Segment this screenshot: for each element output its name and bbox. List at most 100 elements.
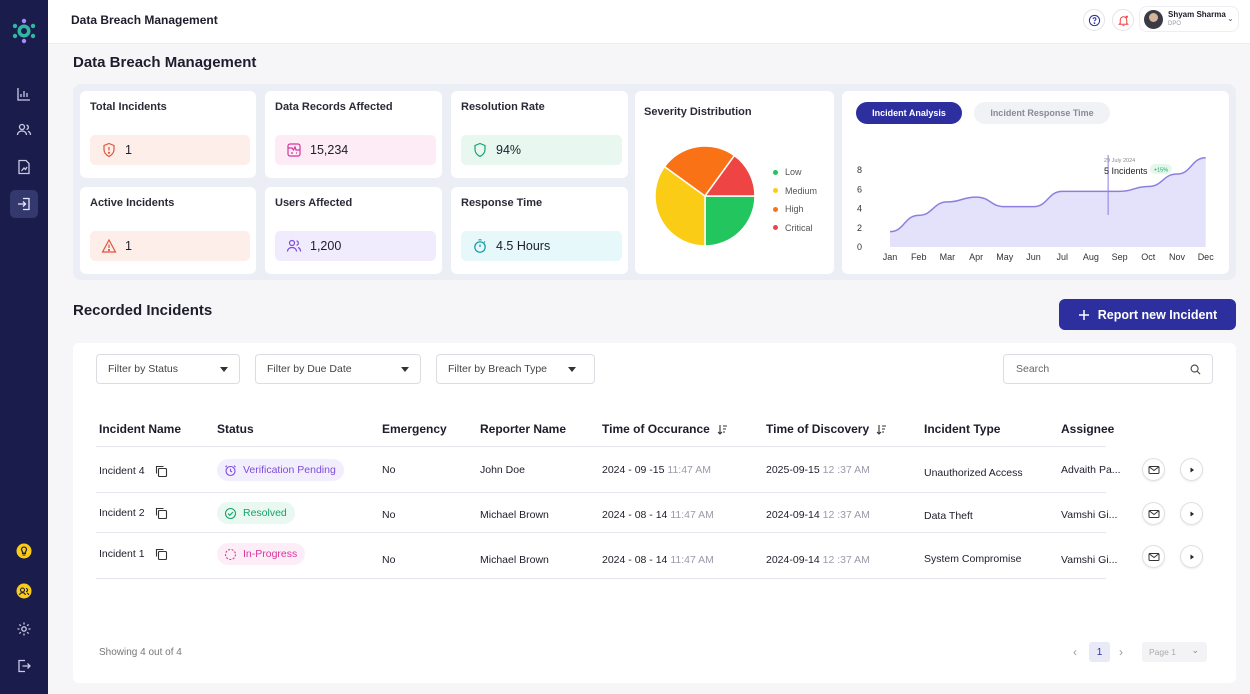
- tooltip-value: 5 Incidents: [1104, 166, 1148, 176]
- x-tick-label: Aug: [1083, 252, 1099, 262]
- page-select[interactable]: Page 1 ⌄: [1142, 642, 1207, 662]
- table-row: Incident 2: [99, 506, 168, 520]
- stat-value-pill: 15,234: [275, 135, 436, 165]
- tab-incident-response-time[interactable]: Incident Response Time: [974, 102, 1110, 124]
- occurance-cell: 2024 - 08 - 14 11:47 AM: [602, 509, 714, 521]
- stats-section: Total Incidents 1 Data Records Affected …: [73, 84, 1236, 280]
- occurance-time: 11:47 AM: [670, 509, 714, 521]
- occurance-time: 11:47 AM: [670, 554, 714, 566]
- filter-due-date-dropdown[interactable]: Filter by Due Date: [255, 354, 421, 384]
- chevron-left-icon[interactable]: ‹: [1073, 645, 1077, 659]
- emergency-value: No: [382, 554, 396, 566]
- page-number-current[interactable]: 1: [1089, 642, 1110, 662]
- stat-value-pill: 4.5 Hours: [461, 231, 622, 261]
- status-badge: In-Progress: [217, 543, 306, 565]
- open-incident-button[interactable]: [1180, 458, 1203, 481]
- divider: [96, 492, 1106, 493]
- shield-icon: [474, 142, 486, 158]
- chevron-down-icon: ⌄: [1227, 14, 1234, 23]
- records-affected-card: Data Records Affected 15,234: [265, 91, 442, 178]
- copy-icon[interactable]: [154, 506, 168, 520]
- status-label: In-Progress: [243, 548, 298, 560]
- report-new-incident-button[interactable]: Report new Incident: [1059, 299, 1236, 330]
- incident-area-chart: 0 2 4 6 8 Jan Feb Mar Apr May Jun Jul Aug Sep Oct Nov De…: [857, 155, 1214, 262]
- email-button[interactable]: [1142, 502, 1165, 525]
- discovery-date: 2024-09-14: [766, 554, 820, 566]
- emergency-value: No: [382, 464, 396, 476]
- reporter-name: Michael Brown: [480, 509, 549, 521]
- search-placeholder: Search: [1016, 363, 1050, 375]
- column-header-discovery[interactable]: Time of Discovery: [766, 422, 887, 436]
- email-button[interactable]: [1142, 545, 1165, 568]
- user-menu[interactable]: Shyam Sharma DPO ⌄: [1139, 6, 1239, 32]
- open-incident-button[interactable]: [1180, 545, 1203, 568]
- open-incident-button[interactable]: [1180, 502, 1203, 525]
- status-label: Resolved: [243, 507, 287, 519]
- search-input[interactable]: Search: [1003, 354, 1213, 384]
- settings-icon[interactable]: [12, 617, 36, 641]
- x-tick-label: Nov: [1169, 252, 1186, 262]
- recorded-incidents-title: Recorded Incidents: [73, 302, 213, 319]
- y-tick-label: 8: [857, 165, 862, 175]
- chevron-right-icon[interactable]: ›: [1119, 645, 1123, 659]
- users-affected-card: Users Affected 1,200: [265, 187, 442, 274]
- status-badge: Verification Pending: [217, 459, 344, 481]
- incident-type: System Compromise: [924, 553, 1022, 565]
- plus-icon: [1078, 309, 1089, 320]
- logout-icon[interactable]: [12, 654, 36, 678]
- discovery-date: 2025-09-15: [766, 464, 820, 476]
- document-chart-icon[interactable]: [12, 155, 36, 179]
- support-icon[interactable]: [12, 579, 36, 603]
- incident-analysis-card: Incident Analysis Incident Response Time…: [842, 91, 1229, 274]
- discovery-cell: 2025-09-15 12 :37 AM: [766, 464, 870, 476]
- copy-icon[interactable]: [154, 547, 168, 561]
- stat-value: 1: [125, 239, 132, 253]
- filter-status-dropdown[interactable]: Filter by Status: [96, 354, 240, 384]
- divider: [96, 532, 1106, 533]
- copy-icon[interactable]: [154, 464, 168, 478]
- pie-slice-medium: [654, 165, 706, 247]
- mail-icon: [1148, 552, 1159, 561]
- topbar-title: Data Breach Management: [71, 13, 218, 27]
- tab-incident-analysis[interactable]: Incident Analysis: [856, 102, 962, 124]
- legend-item-critical: Critical: [773, 219, 817, 238]
- filter-breach-type-dropdown[interactable]: Filter by Breach Type: [436, 354, 595, 384]
- email-button[interactable]: [1142, 458, 1165, 481]
- y-tick-label: 2: [857, 223, 862, 233]
- stat-value-pill: 1: [90, 231, 250, 261]
- assignee-name: Vamshi Gi...: [1061, 509, 1118, 521]
- users-icon[interactable]: [12, 118, 36, 142]
- incident-type: Unauthorized Access: [924, 467, 1023, 479]
- stat-value: 15,234: [310, 143, 349, 157]
- y-tick-label: 6: [857, 184, 862, 194]
- tooltip-change-badge: [1150, 164, 1172, 174]
- stat-value: 1,200: [310, 239, 342, 253]
- table-row: Incident 4: [99, 464, 168, 478]
- pie-slice-critical: [703, 154, 756, 197]
- breach-login-icon[interactable]: [10, 190, 38, 218]
- legend-label: Medium: [785, 185, 818, 196]
- legend-label: Low: [785, 167, 802, 178]
- tooltip-date: 29 July 2024: [1104, 158, 1135, 164]
- user-name: Shyam Sharma: [1168, 10, 1226, 19]
- stat-value: 1: [125, 143, 132, 157]
- bulb-icon[interactable]: [12, 539, 36, 563]
- analytics-icon[interactable]: [12, 82, 36, 106]
- series-line: [889, 156, 1206, 233]
- column-header-occurance[interactable]: Time of Occurance: [602, 422, 728, 436]
- bell-icon[interactable]: [1112, 9, 1134, 31]
- help-circle-icon[interactable]: [1083, 9, 1105, 31]
- stat-label: Resolution Rate: [461, 101, 545, 113]
- divider: [96, 578, 1106, 579]
- report-button-label: Report new Incident: [1097, 307, 1218, 322]
- reporter-name: Michael Brown: [480, 554, 549, 566]
- filter-label: Filter by Due Date: [267, 363, 352, 375]
- shield-alert-icon: [103, 142, 115, 158]
- discovery-time: 12 :37 AM: [822, 464, 870, 476]
- filter-label: Filter by Status: [108, 363, 179, 375]
- x-tick-label: Jun: [1026, 252, 1041, 262]
- legend-dot: [773, 169, 778, 175]
- incident-name: Incident 2: [99, 506, 145, 519]
- occurance-date: 2024 - 08 - 14: [602, 554, 668, 566]
- column-header: Incident Type: [924, 422, 1001, 436]
